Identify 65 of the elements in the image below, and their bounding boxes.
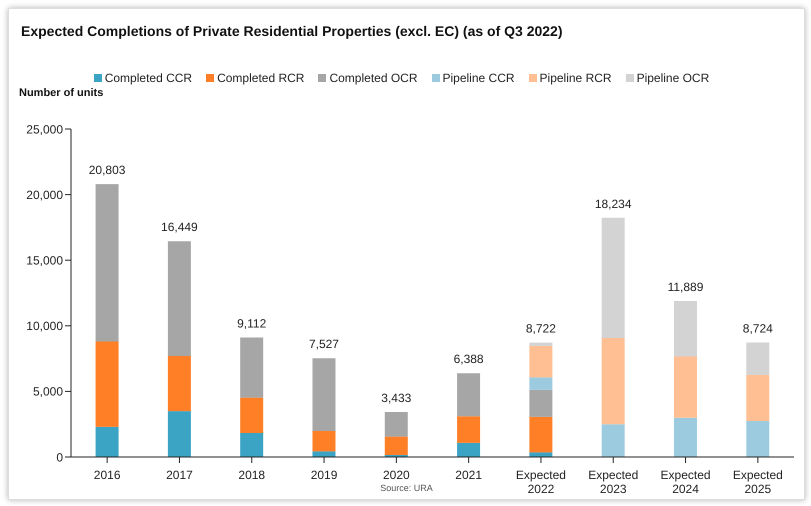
legend-label: Completed RCR (216, 71, 304, 85)
bar (746, 342, 770, 375)
y-tick-label: 15,000 (26, 253, 64, 268)
bar (240, 398, 264, 433)
legend-label: Completed CCR (104, 71, 192, 85)
bar (602, 218, 625, 338)
total-label: 8,724 (742, 322, 774, 336)
y-tick-label: 25,000 (26, 122, 64, 136)
y-axis-title: Number of units (19, 87, 104, 99)
total-label: 18,234 (594, 196, 632, 211)
x-tick-label: Expected 2025 (732, 468, 783, 496)
bar (384, 436, 408, 456)
bar (529, 377, 552, 390)
bar (96, 426, 119, 457)
total-label: 6,388 (454, 352, 484, 366)
bar (96, 342, 119, 427)
bar (674, 301, 697, 356)
bar (457, 442, 480, 457)
bar (674, 418, 697, 457)
x-tick-label: 2016 (94, 468, 121, 482)
x-tick-label: Expected 2024 (660, 468, 711, 496)
total-label: 20,803 (88, 163, 126, 178)
bar (168, 356, 191, 412)
bar (746, 421, 770, 457)
total-label: 9,112 (237, 316, 267, 330)
x-tick-label: 2018 (238, 468, 266, 482)
legend-label: Pipeline OCR (636, 71, 710, 85)
bar (529, 342, 552, 346)
bar (457, 373, 480, 416)
x-tick-label: 2021 (455, 468, 482, 482)
total-label: 7,527 (308, 337, 340, 352)
total-label: 16,449 (161, 220, 198, 234)
x-tick-label: Expected 2023 (588, 468, 638, 496)
x-tick-label: 2019 (310, 468, 338, 482)
bar (240, 432, 264, 457)
bar (602, 338, 625, 424)
y-tick-label: 0 (56, 450, 64, 464)
y-tick-label: 20,000 (26, 188, 64, 202)
bar (168, 411, 191, 457)
bar (746, 374, 770, 422)
total-label: 3,433 (381, 390, 412, 405)
bar (602, 424, 625, 457)
y-tick-label: 10,000 (26, 319, 64, 334)
bar (312, 431, 336, 452)
x-tick-label: 2017 (166, 468, 194, 482)
bar (312, 358, 336, 432)
chart-title: Expected Completions of Private Residential Properties (excl. EC) (as of Q3 2022) (21, 23, 563, 39)
bar (168, 241, 191, 356)
legend-label: Pipeline RCR (538, 71, 612, 85)
bar (384, 412, 408, 437)
bar (240, 337, 264, 398)
bar (529, 346, 552, 378)
bar (96, 184, 119, 342)
source-note: Source: URA (380, 483, 433, 493)
bar (529, 416, 552, 452)
bar (457, 416, 480, 443)
y-tick-label: 5,000 (32, 384, 64, 399)
legend-label: Completed OCR (328, 71, 418, 85)
x-tick-label: Expected 2022 (516, 468, 566, 496)
x-tick-label: 2020 (383, 468, 410, 482)
bar (674, 356, 697, 418)
total-label: 11,889 (668, 280, 704, 294)
bar (529, 390, 552, 417)
total-label: 8,722 (526, 322, 556, 336)
legend-label: Pipeline CCR (442, 71, 515, 85)
